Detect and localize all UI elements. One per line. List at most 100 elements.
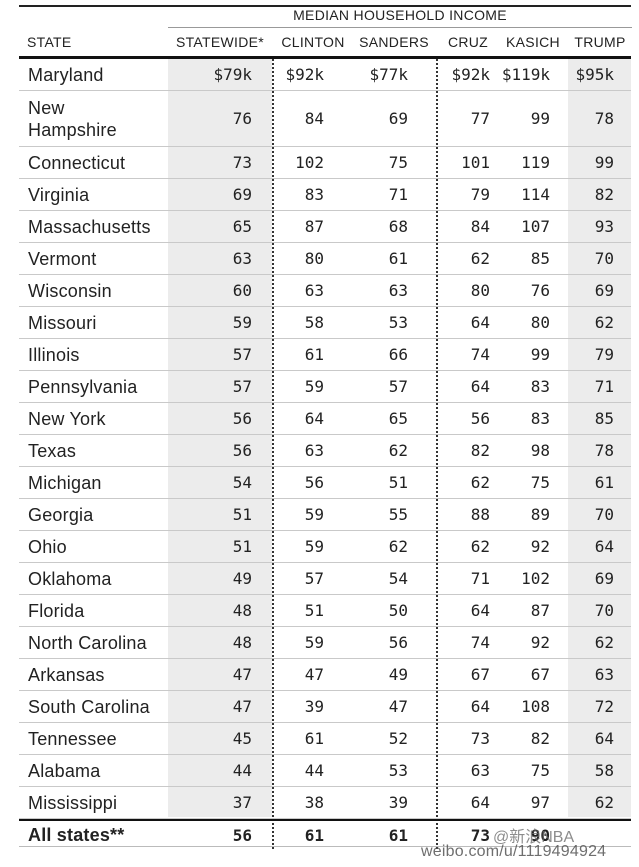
- kasich-value-cell: 92: [530, 633, 550, 652]
- cruz-value-cell: 82: [470, 441, 490, 460]
- statewide-value-cell: 48: [232, 633, 252, 652]
- trump-value-cell: 70: [594, 505, 614, 524]
- kasich-value-cell: 119: [521, 153, 550, 172]
- column-header-state: STATE: [27, 34, 72, 50]
- column-header-cruz: CRUZ: [447, 34, 489, 50]
- cruz-value-cell: 88: [470, 505, 490, 524]
- table-row: Mississippi 37 38 39 64 97 62: [19, 787, 631, 819]
- kasich-value-cell: 83: [530, 377, 550, 396]
- trump-value-cell: 71: [594, 377, 614, 396]
- sanders-value-cell: 51: [388, 473, 408, 492]
- kasich-value-cell: 90: [530, 825, 550, 845]
- statewide-value-cell: 63: [232, 249, 252, 268]
- sanders-value-cell: 50: [388, 601, 408, 620]
- clinton-value-cell: 64: [304, 409, 324, 428]
- clinton-value-cell: 102: [295, 153, 324, 172]
- kasich-value-cell: 102: [521, 569, 550, 588]
- statewide-value-cell: 54: [232, 473, 252, 492]
- statewide-value-cell: 73: [232, 153, 252, 172]
- state-name-cell: New York: [28, 408, 106, 429]
- statewide-value-cell: 37: [232, 793, 252, 812]
- trump-value-cell: 62: [594, 633, 614, 652]
- statewide-value-cell: 48: [232, 601, 252, 620]
- table-row: Pennsylvania 57 59 57 64 83 71: [19, 371, 631, 403]
- table-row: Alabama 44 44 53 63 75 58: [19, 755, 631, 787]
- sanders-value-cell: 56: [388, 633, 408, 652]
- state-name-cell: Florida: [28, 600, 85, 621]
- kasich-value-cell: 97: [530, 793, 550, 812]
- clinton-value-cell: 80: [304, 249, 324, 268]
- state-name-cell: Mississippi: [28, 792, 118, 813]
- clinton-value-cell: 83: [304, 185, 324, 204]
- state-name-cell: Massachusetts: [28, 216, 151, 237]
- table-row: Vermont 63 80 61 62 85 70: [19, 243, 631, 275]
- clinton-value-cell: 61: [304, 729, 324, 748]
- trump-value-cell: 62: [594, 793, 614, 812]
- trump-value-cell: 93: [594, 217, 614, 236]
- trump-value-cell: $95k: [575, 65, 614, 84]
- kasich-value-cell: 99: [530, 345, 550, 364]
- cruz-value-cell: 64: [470, 601, 490, 620]
- table-row: Ohio 51 59 62 62 92 64: [19, 531, 631, 563]
- clinton-value-cell: 58: [304, 313, 324, 332]
- state-name-cell: South Carolina: [28, 696, 150, 717]
- sanders-value-cell: 49: [388, 665, 408, 684]
- sanders-value-cell: 54: [388, 569, 408, 588]
- statewide-value-cell: 44: [232, 761, 252, 780]
- state-name-cell: Virginia: [28, 184, 90, 205]
- kasich-value-cell: 80: [530, 313, 550, 332]
- trump-value-cell: 70: [594, 601, 614, 620]
- clinton-value-cell: 63: [304, 441, 324, 460]
- statewide-value-cell: 51: [232, 505, 252, 524]
- statewide-value-cell: 57: [232, 377, 252, 396]
- header-rule: [19, 56, 631, 59]
- cruz-value-cell: 64: [470, 377, 490, 396]
- table-row: South Carolina 47 39 47 64 108 72: [19, 691, 631, 723]
- state-name-cell: Wisconsin: [28, 280, 112, 301]
- table-row: Missouri 59 58 53 64 80 62: [19, 307, 631, 339]
- sanders-value-cell: 57: [388, 377, 408, 396]
- trump-value-cell: 78: [594, 441, 614, 460]
- trump-value-cell: 78: [594, 109, 614, 128]
- state-name-cell: Texas: [28, 440, 77, 461]
- sanders-value-cell: 61: [388, 825, 408, 845]
- sanders-value-cell: 39: [388, 793, 408, 812]
- cruz-value-cell: 74: [470, 345, 490, 364]
- party-divider: [436, 59, 438, 849]
- clinton-value-cell: 39: [304, 697, 324, 716]
- sanders-value-cell: 53: [388, 761, 408, 780]
- statewide-value-cell: 45: [232, 729, 252, 748]
- clinton-value-cell: 57: [304, 569, 324, 588]
- statewide-value-cell: 57: [232, 345, 252, 364]
- clinton-value-cell: 87: [304, 217, 324, 236]
- state-name-cell: New Hampshire: [28, 97, 117, 140]
- statewide-value-cell: 56: [232, 825, 252, 845]
- state-name-cell: Georgia: [28, 504, 94, 525]
- table-row: Georgia 51 59 55 88 89 70: [19, 499, 631, 531]
- income-table: Maryland $79k $92k $77k $92k $119k $95k New Ham…: [19, 59, 631, 849]
- clinton-value-cell: 59: [304, 505, 324, 524]
- sanders-value-cell: 53: [388, 313, 408, 332]
- table-row: Tennessee 45 61 52 73 82 64: [19, 723, 631, 755]
- kasich-value-cell: 87: [530, 601, 550, 620]
- state-name-cell: Michigan: [28, 472, 102, 493]
- cruz-value-cell: 79: [470, 185, 490, 204]
- sanders-value-cell: 62: [388, 537, 408, 556]
- statewide-value-cell: 56: [232, 409, 252, 428]
- sanders-value-cell: 66: [388, 345, 408, 364]
- table-row: New York 56 64 65 56 83 85: [19, 403, 631, 435]
- trump-value-cell: 58: [594, 761, 614, 780]
- table-row: Virginia 69 83 71 79 114 82: [19, 179, 631, 211]
- sanders-value-cell: 71: [388, 185, 408, 204]
- clinton-value-cell: 61: [304, 825, 324, 845]
- state-name-cell: Alabama: [28, 760, 101, 781]
- trump-value-cell: 70: [594, 249, 614, 268]
- kasich-value-cell: 107: [521, 217, 550, 236]
- table-row: Connecticut 73 102 75 101 119 99: [19, 147, 631, 179]
- clinton-value-cell: 61: [304, 345, 324, 364]
- state-name-cell: Maryland: [28, 64, 104, 85]
- cruz-value-cell: $92k: [451, 65, 490, 84]
- group-header-rule: [168, 27, 632, 28]
- sanders-value-cell: 65: [388, 409, 408, 428]
- watermark-url: weibo.com/u/1119494924: [421, 843, 607, 860]
